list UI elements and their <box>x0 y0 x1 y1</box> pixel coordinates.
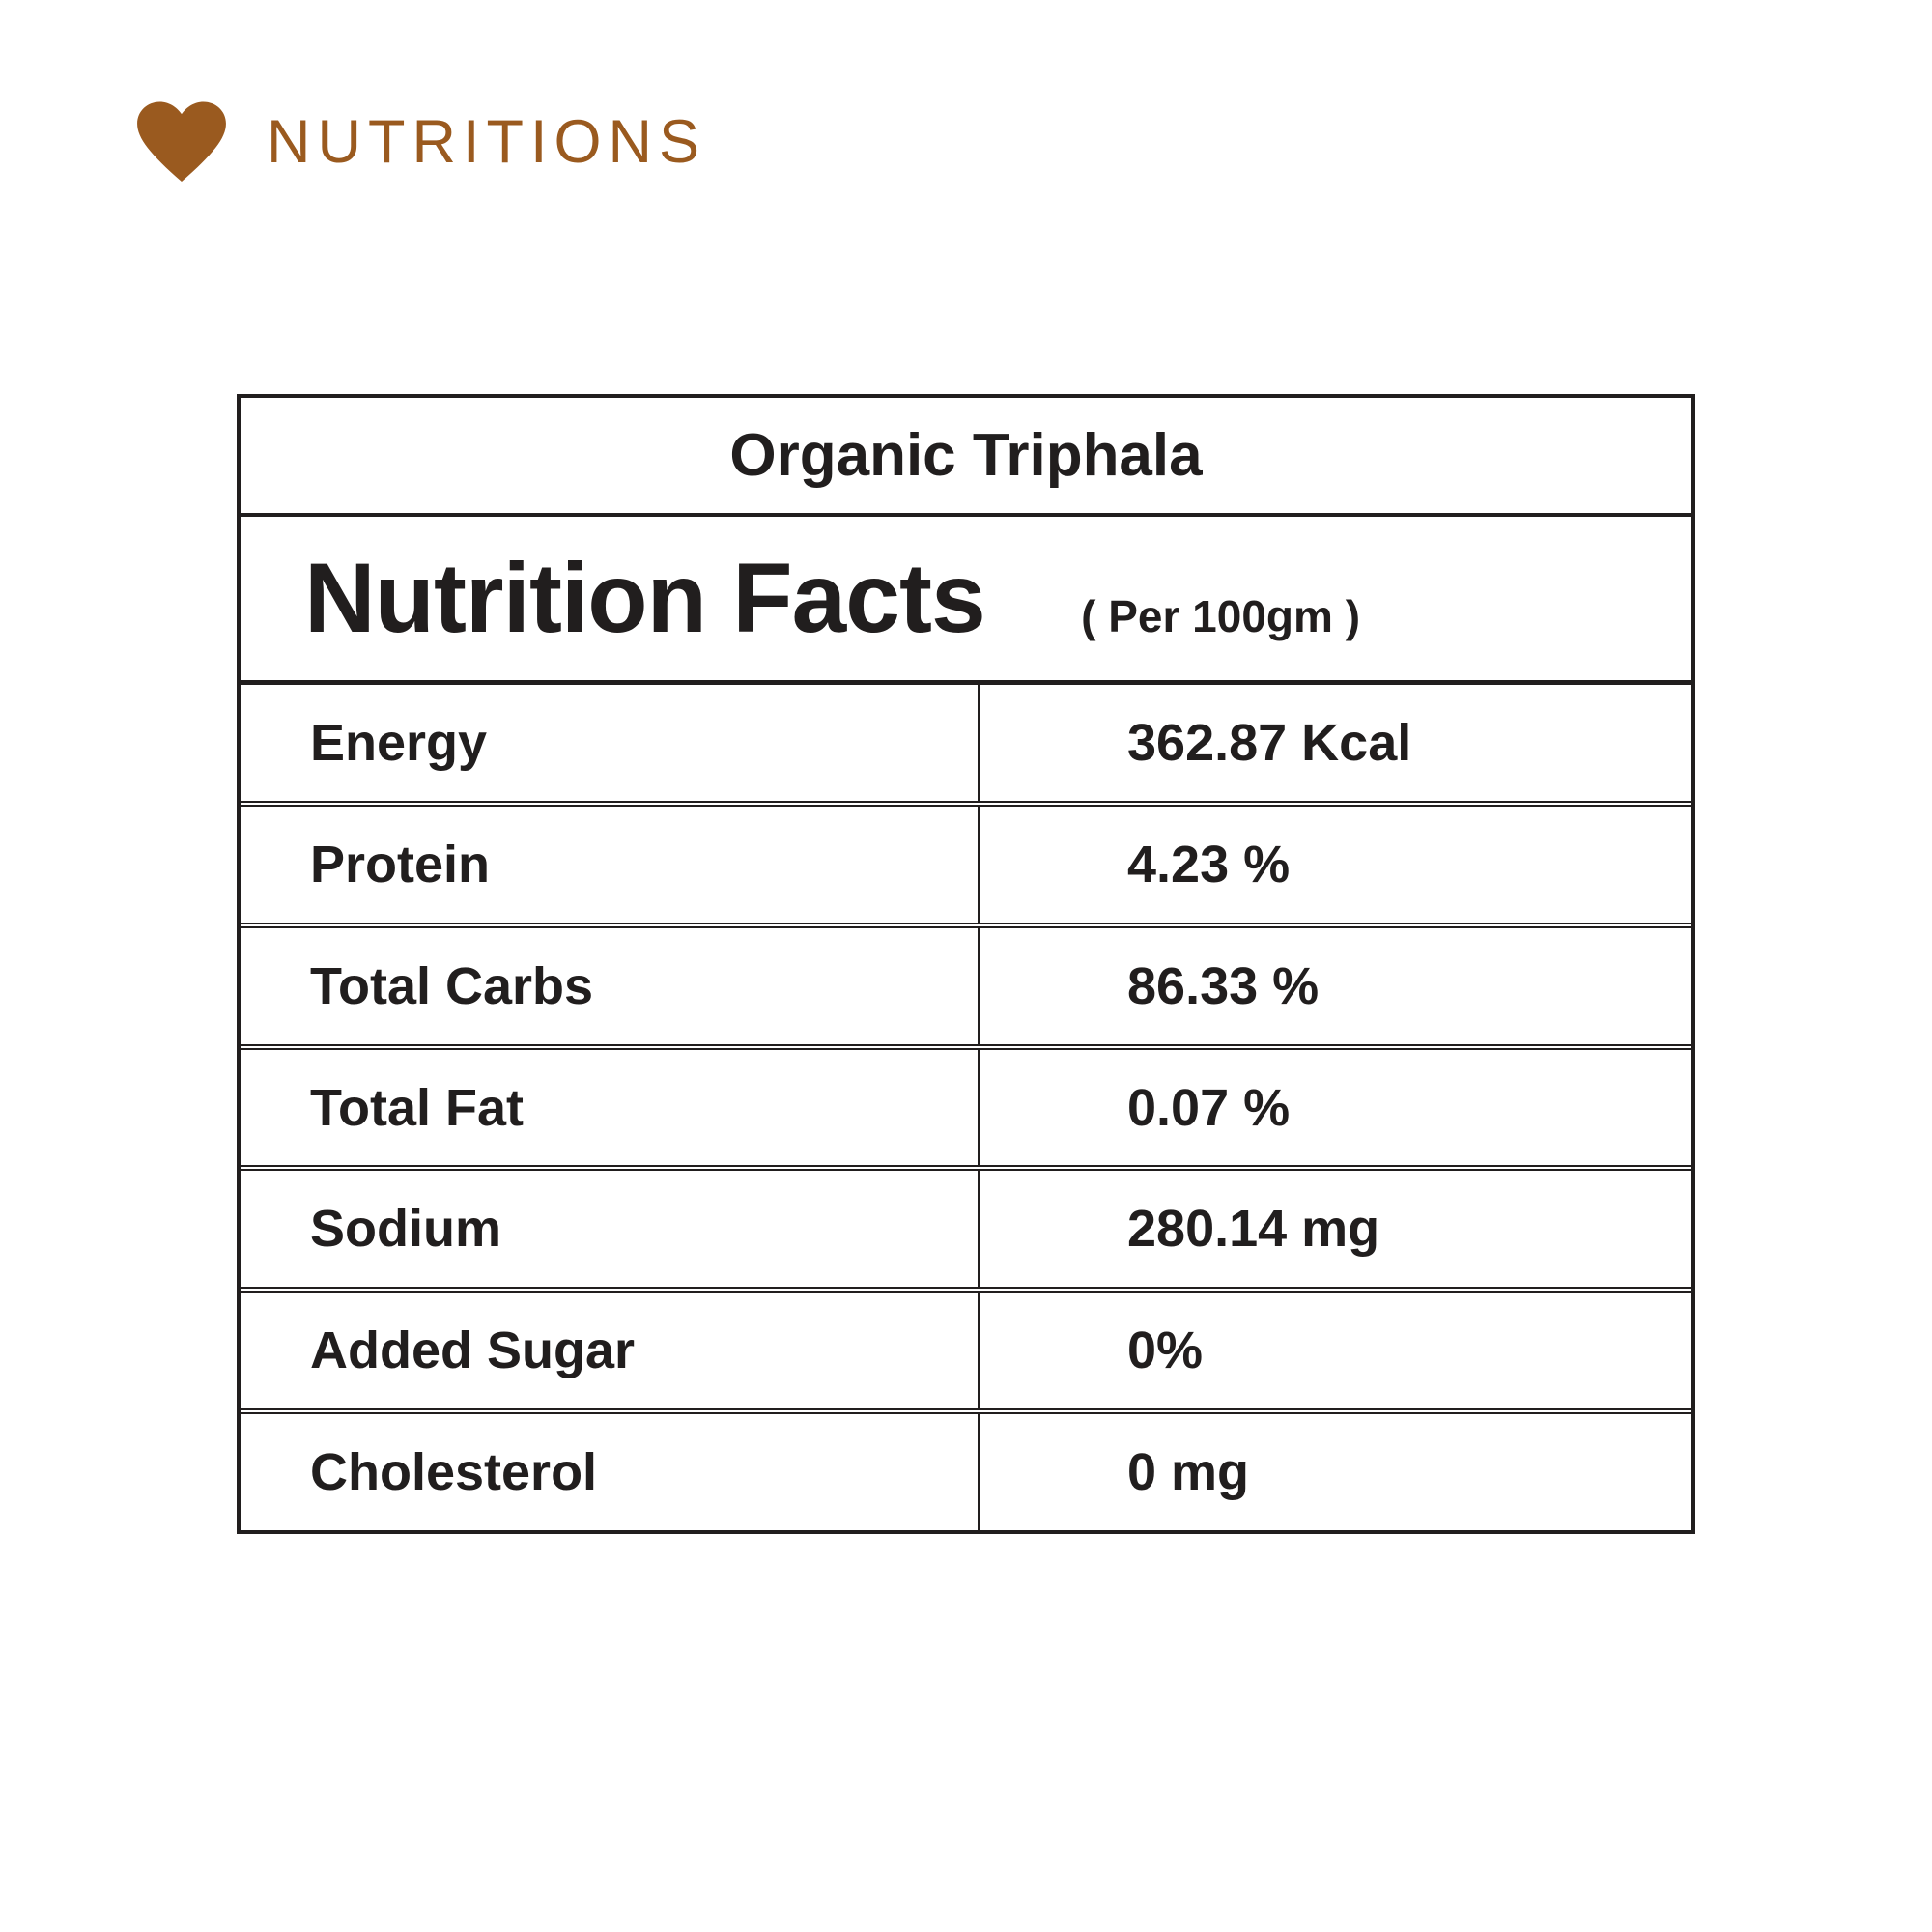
nutrient-value: 362.87 Kcal <box>1127 713 1412 772</box>
nutrient-label: Added Sugar <box>241 1293 980 1409</box>
nutrient-label: Total Fat <box>241 1049 980 1166</box>
table-row: Sodium 280.14 mg <box>241 1165 1691 1288</box>
section-header: NUTRITIONS <box>133 100 706 184</box>
table-row: Total Carbs 86.33 % <box>241 922 1691 1044</box>
nutrient-value: 86.33 % <box>1127 956 1320 1015</box>
nutrient-value: 0 mg <box>1127 1443 1250 1502</box>
table-row: Added Sugar 0% <box>241 1287 1691 1409</box>
table-row: Protein 4.23 % <box>241 800 1691 923</box>
nutrient-value: 4.23 % <box>1127 835 1291 894</box>
table-row: Cholesterol 0 mg <box>241 1408 1691 1531</box>
nutrition-facts-table: Organic Triphala Nutrition Facts ( Per 1… <box>237 394 1695 1534</box>
product-name: Organic Triphala <box>241 398 1691 517</box>
nutrient-value: 0% <box>1127 1321 1204 1380</box>
nutrient-value: 280.14 mg <box>1127 1200 1380 1259</box>
table-row: Total Fat 0.07 % <box>241 1043 1691 1166</box>
heart-icon <box>133 100 230 184</box>
table-title: Nutrition Facts <box>304 543 986 653</box>
nutrient-label: Total Carbs <box>241 927 980 1044</box>
table-row: Energy 362.87 Kcal <box>241 685 1691 801</box>
nutrient-label: Sodium <box>241 1171 980 1288</box>
table-title-row: Nutrition Facts ( Per 100gm ) <box>241 517 1691 685</box>
serving-note: ( Per 100gm ) <box>1081 591 1361 641</box>
nutrient-label: Protein <box>241 806 980 923</box>
nutrient-label: Energy <box>241 685 980 801</box>
nutrient-label: Cholesterol <box>241 1414 980 1531</box>
nutrient-value: 0.07 % <box>1127 1078 1291 1137</box>
section-title: NUTRITIONS <box>267 108 706 176</box>
